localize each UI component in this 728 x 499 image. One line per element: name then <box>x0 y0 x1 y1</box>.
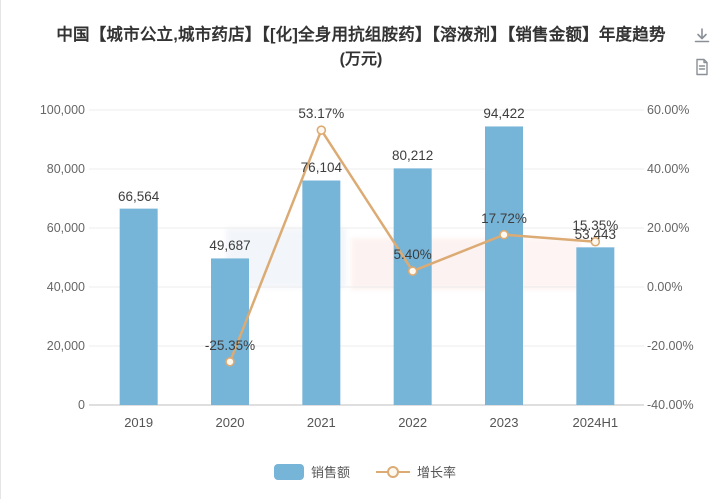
x-axis-label: 2021 <box>306 415 336 430</box>
download-icon[interactable] <box>692 26 712 46</box>
y-axis-right-tick: 40.00% <box>647 162 690 176</box>
bar-value-label: 49,687 <box>209 238 251 254</box>
x-axis-label: 2023 <box>489 415 519 430</box>
legend-label-growth: 增长率 <box>417 465 457 480</box>
y-axis-left-tick: 100,000 <box>39 103 85 117</box>
chart-title-unit: (万元) <box>339 51 383 68</box>
bar-swatch-icon <box>273 463 304 480</box>
y-axis-left-tick: 20,000 <box>46 339 85 353</box>
growth-rate-label: 53.17% <box>298 106 345 122</box>
y-axis-left-tick: 60,000 <box>46 221 85 235</box>
bar-2022[interactable] <box>393 168 432 405</box>
legend: 销售额 增长率 <box>1 462 728 481</box>
bar-2024H1[interactable] <box>576 247 615 405</box>
bar-value-label: 53,443 <box>574 227 616 243</box>
bar-value-label: 76,104 <box>300 160 342 176</box>
line-marker-2020[interactable] <box>225 356 235 367</box>
toolbar <box>689 26 715 76</box>
legend-item-growth[interactable]: 增长率 <box>376 462 456 481</box>
y-axis-right-tick: 20.00% <box>647 221 690 235</box>
bar-value-label: 66,564 <box>118 188 160 204</box>
legend-item-sales[interactable]: 销售额 <box>273 462 350 481</box>
report-icon[interactable] <box>693 58 711 76</box>
chart-title: 中国【城市公立,城市药店】【[化]全身用抗组胺药】【溶液剂】【销售金额】年度趋势… <box>41 24 681 72</box>
growth-rate-label: 17.72% <box>481 210 527 226</box>
growth-rate-label: -25.35% <box>204 337 256 353</box>
y-axis-right-tick: 0.00% <box>647 280 683 294</box>
y-axis-right-tick: -40.00% <box>647 398 694 412</box>
bar-value-label: 80,212 <box>392 148 434 164</box>
x-axis-label: 2020 <box>215 415 245 430</box>
bar-2020[interactable] <box>211 258 249 405</box>
legend-label-sales: 销售额 <box>310 465 350 480</box>
growth-rate-label: 5.40% <box>393 247 432 263</box>
y-axis-right-tick: 60.00% <box>647 103 690 117</box>
line-marker-2021[interactable] <box>316 125 327 135</box>
x-axis-label: 2019 <box>124 415 154 430</box>
bar-2019[interactable] <box>119 208 158 405</box>
line-marker-2023[interactable] <box>499 229 509 240</box>
line-marker-2022[interactable] <box>407 266 418 276</box>
x-axis-label: 2022 <box>398 415 428 430</box>
bar-value-label: 94,422 <box>483 106 525 122</box>
y-axis-left-tick: 40,000 <box>46 280 85 294</box>
bar-2021[interactable] <box>302 180 341 405</box>
chart-title-line1: 中国【城市公立,城市药店】【[化]全身用抗组胺药】【溶液剂】【销售金额】年度趋势 <box>56 26 666 44</box>
y-axis-right-tick: -20.00% <box>647 339 694 353</box>
x-axis-label: 2024H1 <box>572 415 619 430</box>
growth-rate-label: 15.35% <box>572 217 619 233</box>
line-marker-2024H1[interactable] <box>590 236 601 247</box>
y-axis-left-tick: 0 <box>78 398 85 412</box>
bar-2023[interactable] <box>485 126 523 405</box>
line-swatch-icon <box>376 464 410 480</box>
y-axis-left-tick: 80,000 <box>46 162 85 176</box>
